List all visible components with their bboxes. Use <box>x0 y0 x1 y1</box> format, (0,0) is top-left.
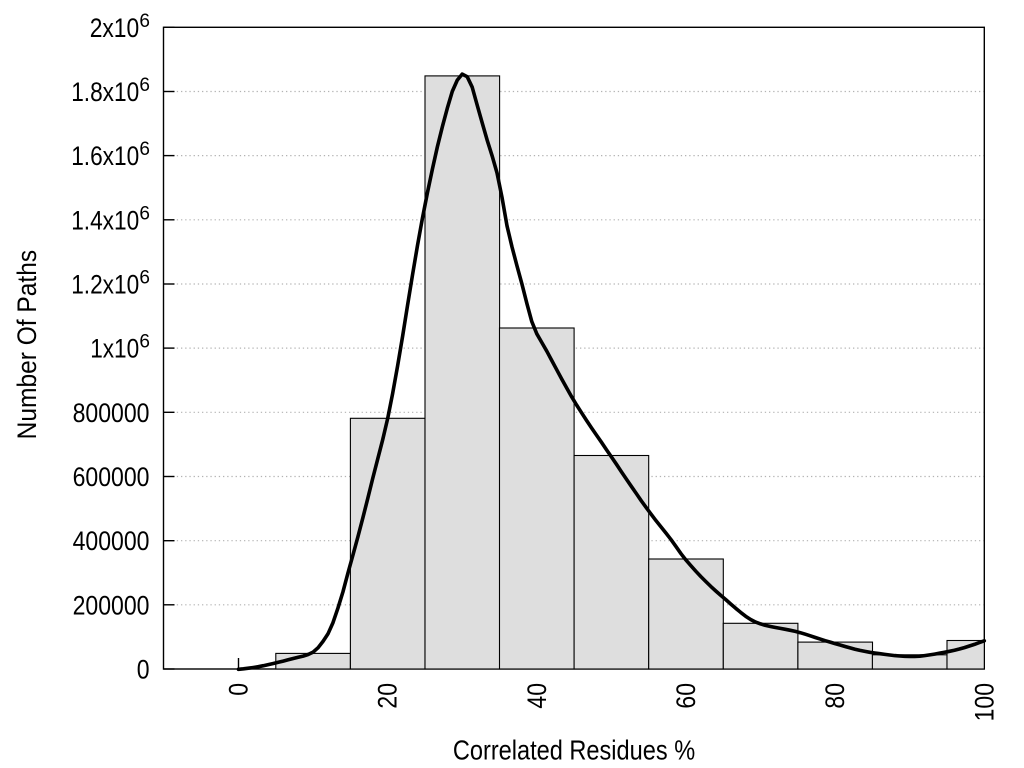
svg-text:200000: 200000 <box>73 590 150 620</box>
svg-text:60: 60 <box>671 683 701 709</box>
svg-text:0: 0 <box>137 655 150 685</box>
svg-text:6: 6 <box>139 11 150 32</box>
svg-text:6: 6 <box>139 332 150 353</box>
svg-text:6: 6 <box>139 203 150 224</box>
svg-text:1.4x10: 1.4x10 <box>71 205 139 235</box>
svg-text:1.2x10: 1.2x10 <box>71 270 139 300</box>
svg-text:40: 40 <box>522 683 552 709</box>
svg-text:6: 6 <box>139 75 150 96</box>
svg-text:80: 80 <box>820 683 850 709</box>
svg-text:6: 6 <box>139 268 150 289</box>
svg-text:800000: 800000 <box>73 398 150 428</box>
svg-text:100: 100 <box>969 683 999 721</box>
svg-text:1x10: 1x10 <box>90 334 139 364</box>
svg-text:Number Of Paths: Number Of Paths <box>12 250 42 440</box>
svg-text:1.8x10: 1.8x10 <box>71 77 139 107</box>
svg-text:1.6x10: 1.6x10 <box>71 141 139 171</box>
svg-text:20: 20 <box>373 683 403 709</box>
svg-text:400000: 400000 <box>73 526 150 556</box>
svg-text:600000: 600000 <box>73 462 150 492</box>
svg-text:6: 6 <box>139 139 150 160</box>
svg-text:2x10: 2x10 <box>90 13 140 43</box>
svg-text:Correlated Residues %: Correlated Residues % <box>453 734 695 765</box>
svg-text:0: 0 <box>224 683 254 696</box>
